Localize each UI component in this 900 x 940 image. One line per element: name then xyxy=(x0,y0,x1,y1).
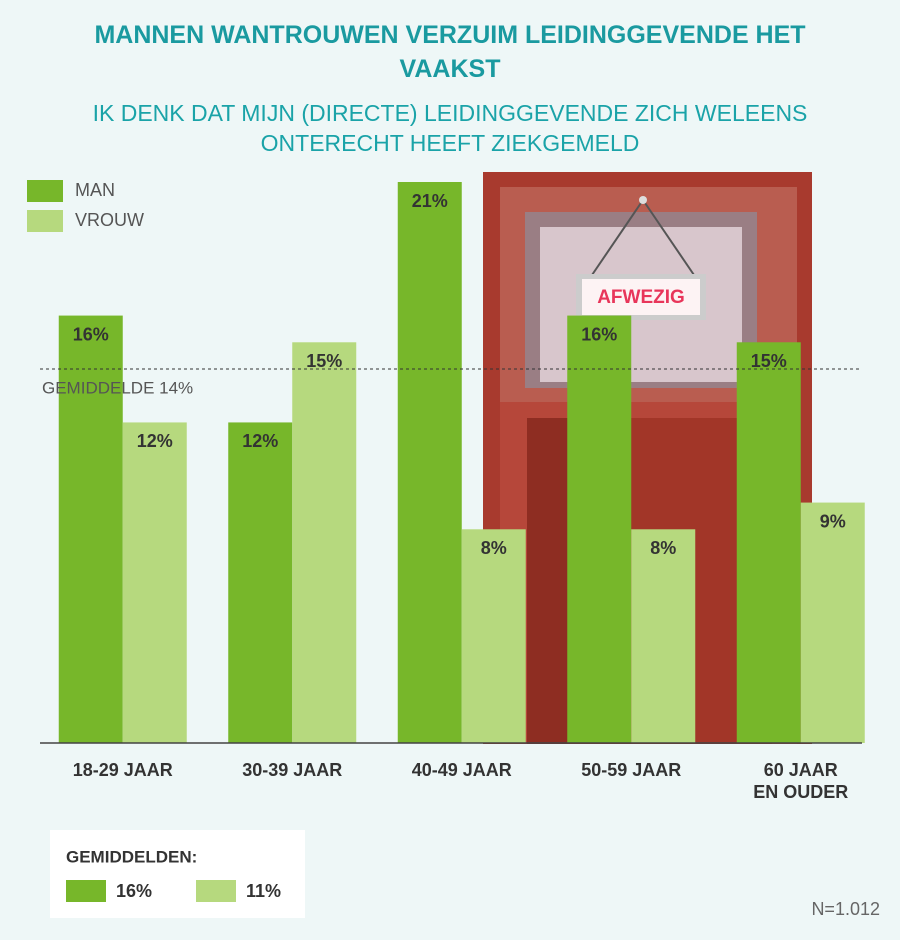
door-shadow xyxy=(527,418,570,744)
bar xyxy=(631,529,696,743)
x-tick-label: 50-59 JAAR xyxy=(581,760,682,780)
bar xyxy=(567,315,632,743)
x-tick-label: 18-29 JAAR xyxy=(72,760,173,780)
sign xyxy=(582,279,700,315)
average-value: 16% xyxy=(116,881,152,901)
value-label: 16% xyxy=(73,324,109,344)
nail xyxy=(639,196,647,204)
value-label: 9% xyxy=(820,511,846,531)
sign-string xyxy=(591,199,644,276)
value-label: 12% xyxy=(242,431,278,451)
x-tick-label: 30-39 JAAR xyxy=(242,760,343,780)
value-label: 15% xyxy=(751,351,787,371)
x-tick-label: 60 JAAR EN OUDER xyxy=(753,760,849,802)
bar xyxy=(397,182,462,743)
average-label: GEMIDDELDE 14% xyxy=(42,378,193,397)
x-tick-label: 40-49 JAAR xyxy=(411,760,512,780)
average-swatch xyxy=(196,880,236,902)
value-label: 16% xyxy=(581,324,617,344)
value-label: 21% xyxy=(412,191,448,211)
value-label: 12% xyxy=(137,431,173,451)
value-label: 15% xyxy=(306,351,342,371)
bar xyxy=(122,422,187,743)
bar xyxy=(58,315,123,743)
chart-title: MANNEN WANTROUWEN VERZUIM LEIDINGGEVENDE… xyxy=(94,21,806,83)
legend-label: MAN xyxy=(75,180,115,200)
bar xyxy=(800,502,865,743)
average-swatch xyxy=(66,880,106,902)
sign-text: AFWEZIG xyxy=(597,287,685,308)
value-label: 8% xyxy=(650,538,676,558)
bar xyxy=(461,529,526,743)
legend-label: VROUW xyxy=(75,210,144,230)
averages-title: GEMIDDELDEN: xyxy=(66,847,197,866)
sample-note: N=1.012 xyxy=(811,899,880,919)
bar xyxy=(228,422,293,743)
average-value: 11% xyxy=(246,881,281,901)
sign-string xyxy=(642,199,695,276)
legend-swatch xyxy=(27,210,63,232)
averages-box xyxy=(50,830,305,918)
chart-subtitle: IK DENK DAT MIJN (DIRECTE) LEIDINGGEVEND… xyxy=(92,100,808,156)
value-label: 8% xyxy=(481,538,507,558)
bar xyxy=(292,342,357,743)
bar xyxy=(736,342,801,743)
legend-swatch xyxy=(27,180,63,202)
